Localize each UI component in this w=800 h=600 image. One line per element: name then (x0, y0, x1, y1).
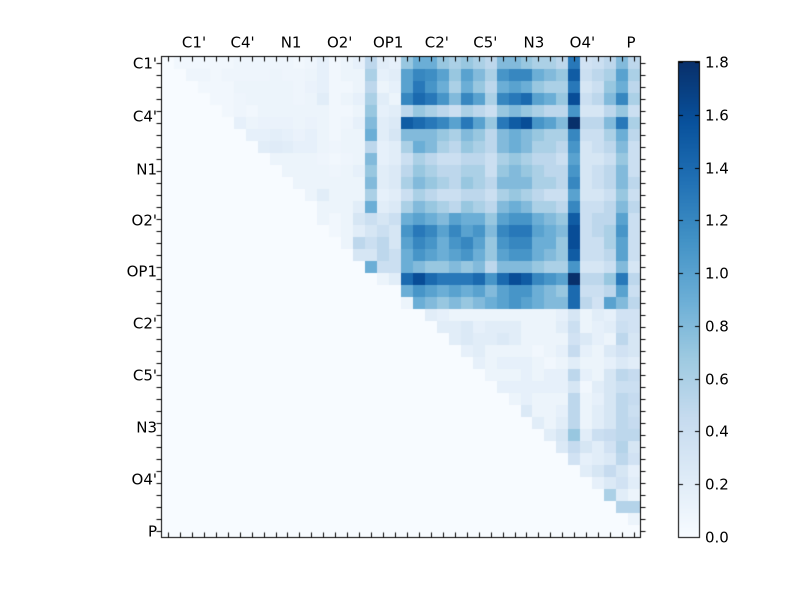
y-axis-tick-label: C4' (132, 107, 157, 126)
colorbar-tick-label: 1.4 (705, 159, 729, 177)
x-axis-tick-label: OP1 (372, 33, 404, 52)
colorbar-tick-label: 1.0 (705, 264, 729, 282)
y-axis-tick-label: C5' (132, 366, 157, 385)
x-axis-tick-label: C1' (181, 33, 207, 52)
y-axis-tick-label: C2' (132, 314, 157, 333)
x-axis-tick-label: N3 (523, 33, 545, 52)
colorbar-tick-label: 0.4 (705, 422, 729, 440)
y-axis-tick-label: O4' (131, 470, 157, 489)
colorbar-tick-label: 0.6 (705, 370, 729, 388)
colorbar-tick-label: 1.2 (705, 211, 729, 229)
x-axis-tick-label: C5' (473, 33, 498, 52)
y-axis-tick-label: P (147, 522, 157, 541)
y-axis-tick-label: N1 (136, 160, 157, 179)
y-axis-tick-label: N3 (136, 418, 157, 437)
y-axis-tick-label: O2' (131, 211, 157, 230)
colorbar-tick-label: 0.2 (705, 475, 729, 493)
x-axis-tick-label: O4' (569, 33, 596, 52)
x-axis-tick-label: P (626, 33, 636, 52)
x-axis-tick-label: C4' (230, 33, 255, 52)
colorbar-tick-label: 1.6 (705, 106, 729, 124)
x-axis-tick-label: C2' (424, 33, 449, 52)
colorbar-tick-label: 0.8 (705, 317, 729, 335)
y-axis-tick-label: OP1 (126, 262, 157, 281)
colorbar-tick-label: 0.0 (705, 528, 729, 546)
y-axis-tick-label: C1' (132, 54, 157, 73)
colorbar-tick-label: 1.8 (705, 53, 729, 71)
x-axis-tick-label: O2' (326, 33, 353, 52)
x-axis-tick-label: N1 (280, 33, 302, 52)
